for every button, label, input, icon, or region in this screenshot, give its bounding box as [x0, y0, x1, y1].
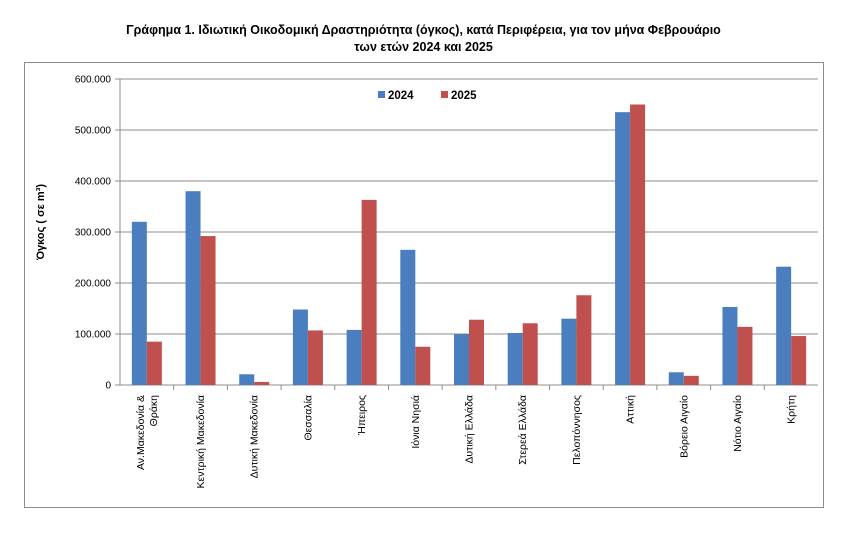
bar-2025 — [683, 375, 699, 385]
bar-2024 — [615, 112, 631, 386]
category-label: Θεσσαλία — [302, 395, 314, 441]
bar-2025 — [469, 319, 484, 385]
y-tick-label: 600.000 — [75, 75, 112, 86]
category-label: Κεντρική Μακεδονία — [195, 395, 207, 488]
y-tick-label: 400.000 — [75, 177, 112, 188]
bar-2025 — [307, 330, 323, 385]
bar-2024 — [668, 372, 684, 385]
bar-2025 — [361, 199, 377, 385]
bar-2025 — [415, 346, 431, 385]
bar-2025 — [737, 326, 753, 385]
bar-2024 — [776, 266, 792, 385]
bar-2025 — [576, 295, 592, 385]
chart-frame — [24, 62, 824, 508]
y-tick-label: 0 — [105, 381, 111, 392]
category-label: Αττική — [625, 395, 637, 424]
bar-2024 — [561, 318, 577, 385]
y-tick-label: 100.000 — [75, 330, 112, 341]
legend-label-2024: 2024 — [388, 90, 414, 102]
bar-2024 — [131, 221, 147, 385]
bar-2024 — [400, 249, 416, 385]
y-tick-label: 500.000 — [75, 126, 112, 137]
category-label: Δυτική Ελλάδα — [464, 395, 476, 464]
category-label: Ήπειρος — [356, 395, 368, 436]
bar-2024 — [239, 374, 255, 385]
y-axis-label: Όγκος ( σε m³) — [35, 184, 47, 261]
chart-title-line-1: Γράφημα 1. Ιδιωτική Οικοδομική Δραστηριό… — [126, 23, 721, 37]
y-tick-label: 300.000 — [75, 228, 112, 239]
y-tick-label: 200.000 — [75, 279, 112, 290]
category-label: Βόρειο Αιγαίο — [678, 395, 690, 458]
category-label: Στερεά Ελλάδα — [517, 395, 529, 465]
category-label: Ιόνια Νησιά — [410, 395, 422, 449]
bar-2024 — [185, 191, 201, 385]
bar-2024 — [292, 309, 308, 385]
bar-2024 — [722, 306, 738, 385]
category-label: Θράκη — [148, 395, 160, 426]
chart-title: Γράφημα 1. Ιδιωτική Οικοδομική Δραστηριό… — [0, 22, 847, 56]
category-label: Αν.Μακεδονία & — [135, 395, 147, 470]
bar-2024 — [454, 334, 469, 385]
bar-2025 — [522, 323, 538, 385]
chart-title-line-2: των ετών 2024 και 2025 — [354, 40, 493, 54]
bar-2025 — [200, 236, 216, 385]
category-label: Νότιο Αιγαίο — [732, 395, 744, 452]
category-label: Πελοπόννησος — [571, 395, 583, 465]
legend-swatch-2024 — [378, 91, 385, 98]
bar-2024 — [346, 329, 362, 385]
bar-2025 — [254, 381, 270, 385]
legend-label-2025: 2025 — [451, 90, 477, 102]
bar-2024 — [507, 332, 523, 385]
category-label: Δυτική Μακεδονία — [249, 395, 261, 478]
bar-2025 — [630, 104, 646, 385]
bar-2025 — [146, 341, 162, 385]
bar-2025 — [791, 336, 807, 385]
legend-swatch-2025 — [441, 91, 448, 98]
category-label: Κρήτη — [786, 395, 798, 424]
